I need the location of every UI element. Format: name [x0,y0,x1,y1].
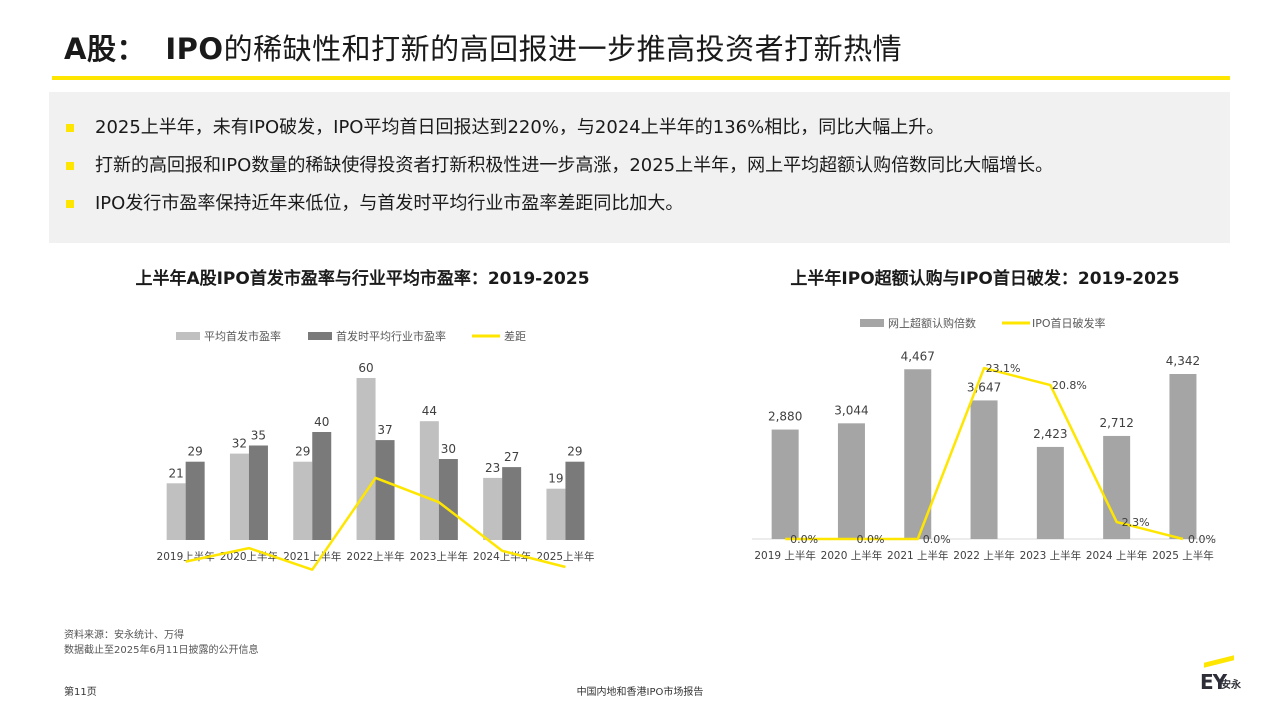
bar-value-label: 2,880 [768,410,802,424]
line-value-label: 0.0% [923,533,951,546]
x-tick-label: 2024 上半年 [1086,549,1148,562]
bar-value-label: 44 [422,404,437,418]
legend-label: 网上超额认购倍数 [888,316,976,330]
bar-value-label: 21 [169,466,184,480]
line-value-label: 20.8% [1052,379,1087,392]
bar-oversubscription [1036,446,1064,539]
bar-oversubscription [904,369,932,539]
gap-line [185,476,566,571]
legend-label: IPO首日破发率 [1032,316,1106,330]
title-prefix: A股： [64,32,146,66]
key-points-box: 2025上半年，未有IPO破发，IPO平均首日回报达到220%，与2024上半年… [49,92,1230,243]
bar-industry-pe [438,459,458,540]
bullet-square-icon [66,162,74,170]
bullet-item: 打新的高回报和IPO数量的稀缺使得投资者打新积极性进一步高涨，2025上半年，网… [49,147,1230,185]
cutoff-line: 数据截止至2025年6月11日披露的公开信息 [64,645,259,656]
bullet-item: 2025上半年，未有IPO破发，IPO平均首日回报达到220%，与2024上半年… [49,109,1230,147]
x-tick-label: 2025 上半年 [1152,549,1214,562]
bar-avg-pe [229,453,249,540]
bar-value-label: 60 [358,361,373,375]
bar-value-label: 27 [504,450,519,464]
pe-ratio-chart: 平均首发市盈率 首发时平均行业市盈率 差距21292019上半年32352020上半… [157,329,595,571]
source-line: 资料来源：安永统计、万得 [64,630,184,641]
data-source-note: 资料来源：安永统计、万得 数据截止至2025年6月11日披露的公开信息 [64,628,259,658]
bar-value-label: 4,467 [901,349,935,363]
bar-avg-pe [166,483,186,540]
left-chart-title: 上半年A股IPO首发市盈率与行业平均市盈率：2019-2025 [135,269,590,289]
bar-oversubscription [771,429,799,539]
bar-value-label: 3,647 [967,380,1001,394]
x-tick-label: 2025上半年 [536,550,594,563]
bar-value-label: 2,712 [1099,416,1133,430]
bullet-square-icon [66,124,74,132]
x-tick-label: 2022 上半年 [953,549,1015,562]
x-tick-label: 2023上半年 [410,550,468,563]
bar-oversubscription [1169,374,1197,539]
page-title: A股： IPO的稀缺性和打新的高回报进一步推高投资者打新热情 [64,26,902,68]
bar-value-label: 37 [377,423,392,437]
bullet-item: IPO发行市盈率保持近年来低位，与首发时平均行业市盈率差距同比加大。 [49,185,1230,223]
bar-industry-pe [565,461,585,540]
legend-label: 差距 [504,329,526,343]
line-value-label: 2.3% [1122,516,1150,529]
bar-oversubscription [837,423,865,539]
x-tick-label: 2022上半年 [346,550,404,563]
bar-industry-pe [312,432,332,540]
bar-value-label: 4,342 [1166,354,1200,368]
bar-industry-pe [375,440,395,540]
ey-logo-cn: 安永 [1221,680,1241,691]
bar-value-label: 2,423 [1033,427,1067,441]
bar-industry-pe [248,445,268,540]
ey-logo-text: EY [1200,670,1227,694]
x-tick-label: 2019 上半年 [754,549,816,562]
report-name: 中国内地和香港IPO市场报告 [576,687,704,698]
ey-beam-icon [1204,655,1234,668]
bar-value-label: 3,044 [834,403,868,417]
bullet-text: 2025上半年，未有IPO破发，IPO平均首日回报达到220%，与2024上半年… [95,117,945,138]
legend-swatch [308,332,332,340]
page-number: 第11页 [64,687,97,698]
line-value-label: 0.0% [1188,533,1216,546]
bar-industry-pe [185,461,205,540]
x-tick-label: 2023 上半年 [1020,549,1082,562]
bar-avg-pe [419,421,439,540]
bar-value-label: 29 [567,445,582,459]
title-main: 的稀缺性和打新的高回报进一步推高投资者打新热情 [223,32,903,66]
x-tick-label: 2020 上半年 [821,549,883,562]
bullet-text: 打新的高回报和IPO数量的稀缺使得投资者打新积极性进一步高涨，2025上半年，网… [95,155,1054,176]
line-value-label: 0.0% [856,533,884,546]
legend-swatch [176,332,200,340]
bullet-text: IPO发行市盈率保持近年来低位，与首发时平均行业市盈率差距同比加大。 [95,193,684,214]
bar-value-label: 35 [251,429,266,443]
bar-value-label: 40 [314,415,329,429]
bar-value-label: 29 [188,445,203,459]
bar-avg-pe [483,477,503,540]
bullet-square-icon [66,200,74,208]
bar-avg-pe [293,461,313,540]
legend-label: 首发时平均行业市盈率 [336,329,446,343]
subscription-chart: 网上超额认购倍数 IPO首日破发率 2,880 2019 上半年 3,044 2020 上… [752,316,1217,562]
bar-value-label: 23 [485,461,500,475]
legend-label: 平均首发市盈率 [204,329,281,343]
bar-value-label: 32 [232,437,247,451]
bar-value-label: 19 [548,472,563,486]
bar-value-label: 30 [441,442,456,456]
line-value-label: 23.1% [986,362,1021,375]
x-tick-label: 2021上半年 [283,550,341,563]
title-ipo: IPO [165,32,224,66]
bar-industry-pe [502,467,522,540]
x-tick-label: 2021 上半年 [887,549,949,562]
break-rate-line [785,366,1184,541]
bar-avg-pe [546,488,566,540]
title-underline [52,76,1230,80]
ey-logo: EY 安永 [1198,655,1241,694]
bar-oversubscription [970,400,998,539]
bar-value-label: 29 [295,445,310,459]
line-value-label: 0.0% [790,533,818,546]
bar-avg-pe [356,378,376,540]
right-chart-title: 上半年IPO超额认购与IPO首日破发：2019-2025 [790,269,1180,289]
legend-swatch [860,319,884,327]
